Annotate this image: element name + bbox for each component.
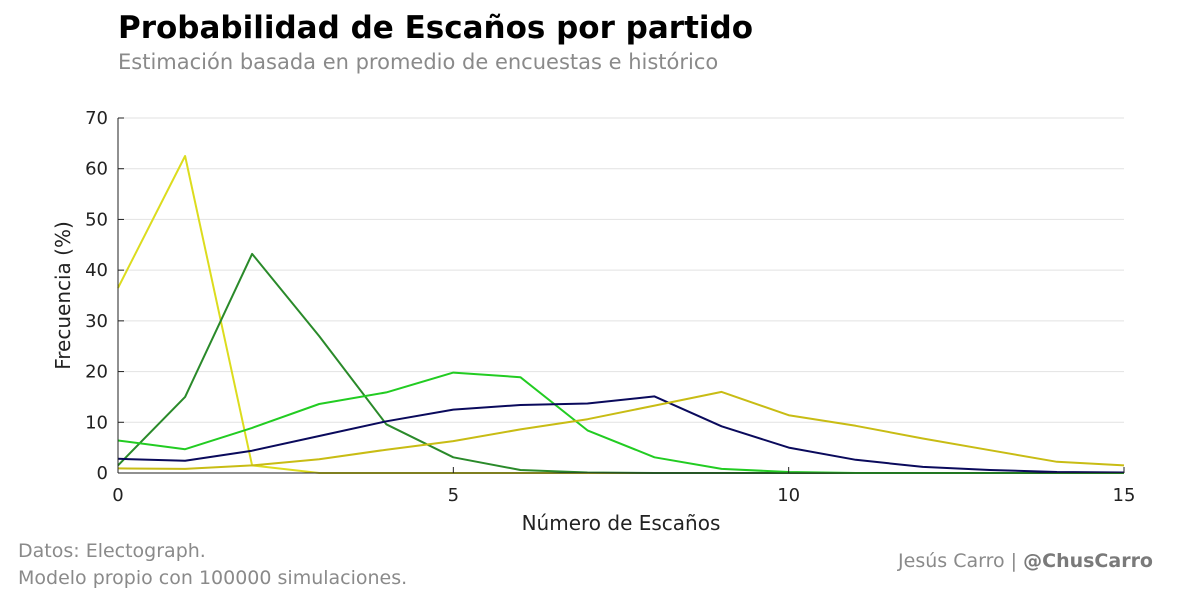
source-line-1: Datos: Electograph. xyxy=(18,540,206,562)
y-tick-label: 50 xyxy=(85,209,108,230)
y-tick-label: 70 xyxy=(85,108,108,129)
axes xyxy=(117,117,1125,474)
y-tick-label: 30 xyxy=(85,311,108,332)
gridlines xyxy=(118,117,1124,423)
series-line-1 xyxy=(117,155,1124,474)
chart-subtitle: Estimación basada en promedio de encuest… xyxy=(118,50,719,74)
y-axis-label: Frecuencia (%) xyxy=(51,221,75,370)
series-line-4 xyxy=(117,395,1125,474)
y-tick-label: 40 xyxy=(85,260,108,281)
x-tick-label: 0 xyxy=(112,485,123,506)
series-line-5 xyxy=(117,390,1125,470)
author-handle: @ChusCarro xyxy=(1023,550,1153,572)
x-tick-label: 10 xyxy=(777,485,800,506)
source-note: Datos: Electograph. Modelo propio con 10… xyxy=(18,538,407,592)
series-lines xyxy=(117,155,1125,474)
series-line-2 xyxy=(117,252,1124,474)
x-tick-label: 5 xyxy=(448,485,459,506)
x-tick-label: 15 xyxy=(1113,485,1136,506)
author-credit: Jesús Carro | @ChusCarro xyxy=(898,550,1153,572)
tick-labels: 0 10 20 30 40 50 60 70 0 5 10 15 xyxy=(85,108,1135,506)
x-axis-label: Número de Escaños xyxy=(522,511,721,535)
y-tick-label: 60 xyxy=(85,159,108,180)
chart-title: Probabilidad de Escaños por partido xyxy=(118,10,754,46)
source-line-2: Modelo propio con 100000 simulaciones. xyxy=(18,567,408,589)
author-name: Jesús Carro | xyxy=(898,550,1018,572)
series-line-3 xyxy=(117,371,1124,474)
y-tick-label: 20 xyxy=(85,362,108,383)
y-tick-label: 0 xyxy=(97,463,108,484)
y-tick-label: 10 xyxy=(85,412,108,433)
